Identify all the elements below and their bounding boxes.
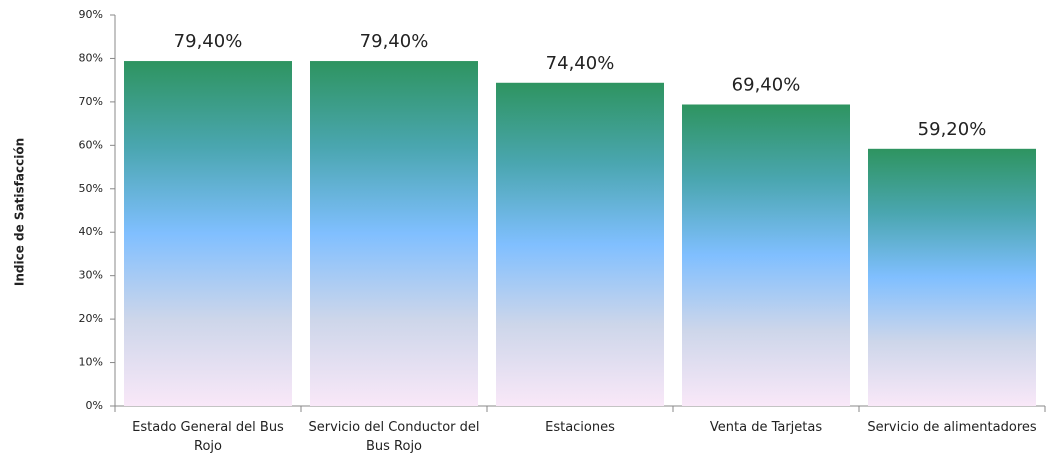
x-tick-label: Estado General del Bus Rojo xyxy=(132,420,284,454)
bar xyxy=(868,148,1036,406)
x-tick-label: Estaciones xyxy=(545,420,615,435)
value-label: 59,20% xyxy=(918,119,987,140)
x-tick-label: Venta de Tarjetas xyxy=(709,420,823,435)
y-axis-title: Indice de Satisfacción xyxy=(13,138,27,286)
y-tick-label: 40% xyxy=(79,225,103,238)
value-label: 79,40% xyxy=(360,31,429,52)
y-tick-label: 50% xyxy=(79,182,103,195)
bar xyxy=(310,61,478,406)
y-tick-label: 0% xyxy=(86,399,103,412)
bar xyxy=(682,104,850,407)
value-label: 79,40% xyxy=(174,31,243,52)
bar xyxy=(496,82,664,407)
y-tick-label: 60% xyxy=(79,138,103,151)
y-tick-label: 70% xyxy=(79,95,103,108)
x-tick-label: Servicio de alimentadores xyxy=(867,420,1037,435)
y-tick-label: 20% xyxy=(79,312,103,325)
y-tick-label: 90% xyxy=(79,8,103,21)
y-tick-label: 10% xyxy=(79,356,103,369)
y-tick-label: 80% xyxy=(79,51,103,64)
value-label: 74,40% xyxy=(546,53,615,74)
y-tick-label: 30% xyxy=(79,269,103,282)
value-label: 69,40% xyxy=(732,74,801,95)
bar xyxy=(124,61,292,406)
x-tick-label: Servicio del Conductor del Bus Rojo xyxy=(308,420,480,454)
